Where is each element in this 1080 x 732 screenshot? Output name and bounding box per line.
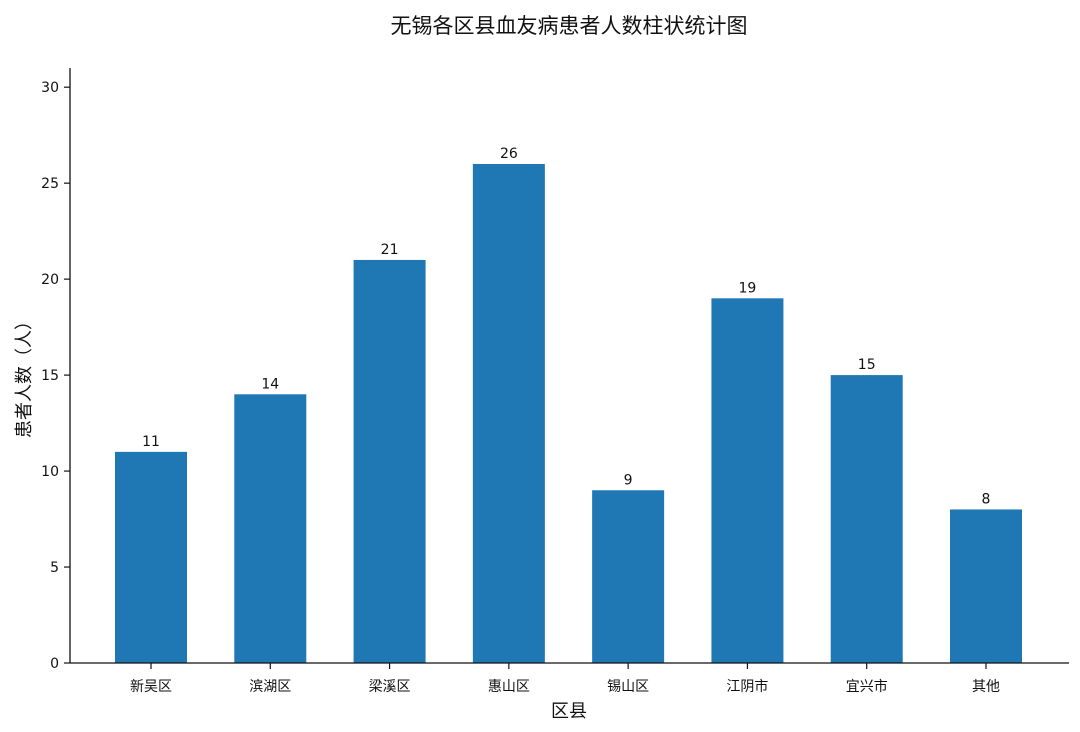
bar-value-label: 8 [982, 491, 991, 507]
x-tick-label: 宜兴市 [846, 678, 888, 695]
x-axis-ticks: 新吴区 滨湖区 梁溪区 惠山区 锡山区 江阴市 宜兴市 其他 [130, 663, 1000, 695]
y-axis-label: 患者人数（人） [14, 312, 35, 438]
bar [830, 375, 903, 663]
x-tick-label: 锡山区 [607, 679, 649, 695]
bar [472, 163, 545, 663]
bar-series: 11 14 21 26 9 19 15 8 [115, 146, 1022, 663]
y-tick-label: 10 [41, 464, 59, 480]
bar-value-label: 26 [500, 146, 518, 162]
bar-value-label: 14 [261, 376, 279, 392]
x-tick-label: 江阴市 [726, 678, 768, 695]
x-tick-label: 其他 [972, 679, 1000, 695]
bar [234, 394, 307, 663]
x-tick-label: 惠山区 [488, 679, 530, 695]
y-tick-label: 0 [50, 656, 59, 672]
y-tick-label: 30 [41, 80, 59, 96]
y-tick-label: 25 [41, 176, 59, 192]
y-axis-ticks: 0 5 10 15 20 25 30 [41, 80, 70, 672]
y-tick-label: 20 [41, 272, 59, 288]
bar [950, 509, 1022, 663]
x-tick-label: 新吴区 [130, 679, 172, 695]
bar-value-label: 15 [858, 357, 876, 373]
x-tick-label: 滨湖区 [249, 679, 291, 695]
y-tick-label: 15 [41, 368, 59, 384]
bar-value-label: 11 [142, 434, 160, 450]
bar-value-label: 19 [739, 280, 757, 296]
y-tick-label: 5 [50, 560, 59, 576]
chart-title: 无锡各区县血友病患者人数柱状统计图 [391, 14, 748, 38]
bar [115, 451, 187, 663]
bar-value-label: 21 [381, 242, 399, 258]
bar [592, 490, 665, 663]
bar [353, 259, 426, 663]
x-tick-label: 梁溪区 [369, 679, 411, 695]
bar-value-label: 9 [624, 472, 633, 488]
bar [711, 298, 784, 663]
x-axis-label: 区县 [551, 701, 587, 722]
